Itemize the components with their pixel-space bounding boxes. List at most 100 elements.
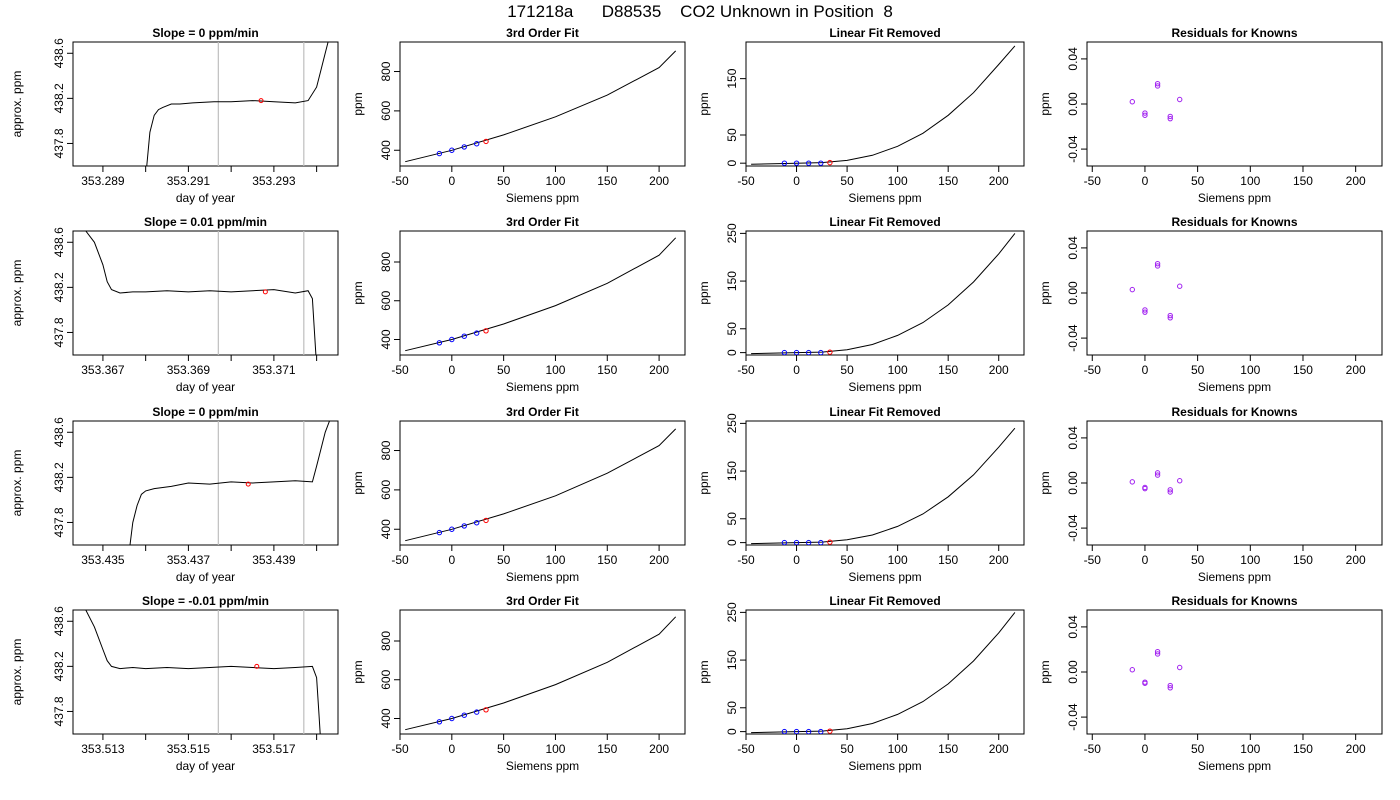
y-tick-label: 0.04	[1066, 236, 1080, 260]
known-point	[461, 333, 467, 339]
chart-panel-residuals-3: Residuals for Knowns -50 0 50 100 150 200 Sieme…	[1038, 594, 1383, 773]
x-tick-label: 150	[597, 174, 617, 188]
chart-title: Linear Fit Removed	[829, 594, 940, 608]
y-tick-label: 0.00	[1066, 471, 1080, 495]
chart-panel-fit-1: 3rd Order Fit -50 0 50 100 150 200 Siemens ppm 4…	[351, 215, 686, 394]
y-axis-label: ppm	[697, 471, 711, 494]
known-point	[818, 160, 824, 166]
x-tick-label: 353.293	[252, 174, 296, 188]
x-tick-label: 353.515	[167, 742, 211, 756]
x-tick-label: 353.439	[252, 553, 296, 567]
chart-title: Slope = 0.01 ppm/min	[144, 215, 267, 229]
x-tick-label: 200	[649, 553, 669, 567]
chart-panel-raw-3: Slope = -0.01 ppm/min 353.513 353.515 353.5…	[10, 594, 339, 773]
x-axis-label: Siemens ppm	[506, 759, 579, 773]
chart-title: 3rd Order Fit	[506, 594, 579, 608]
known-point	[436, 529, 443, 536]
series-line	[146, 42, 329, 166]
x-tick-label: 353.513	[81, 742, 125, 756]
y-tick-label: -0.04	[1066, 514, 1080, 542]
x-tick-label: 50	[840, 363, 854, 377]
known-point	[461, 523, 467, 529]
chart-title: Slope = 0 ppm/min	[152, 405, 258, 419]
known-point	[818, 349, 824, 355]
residual-point	[1142, 309, 1148, 315]
residual-point	[1154, 81, 1161, 87]
plot-frame	[745, 41, 1025, 167]
chart-title: 3rd Order Fit	[506, 405, 579, 419]
x-tick-label: -50	[391, 553, 409, 567]
x-tick-label: 50	[1191, 174, 1205, 188]
x-tick-label: 150	[1293, 174, 1313, 188]
x-tick-label: 353.291	[167, 174, 211, 188]
unknown-point	[254, 663, 260, 669]
x-axis-label: day of year	[176, 570, 235, 584]
x-tick-label: 353.289	[81, 174, 125, 188]
known-point	[449, 715, 455, 722]
x-tick-label: 200	[1346, 742, 1366, 756]
x-tick-label: -50	[737, 553, 755, 567]
residual-point	[1177, 478, 1183, 484]
residual-point	[1177, 283, 1183, 289]
plot-data	[751, 233, 1016, 355]
x-tick-label: 200	[1346, 174, 1366, 188]
chart-title: Linear Fit Removed	[829, 405, 940, 419]
y-tick-label: 250	[725, 602, 739, 622]
residual-point	[1154, 472, 1161, 478]
x-tick-label: 200	[649, 174, 669, 188]
y-axis-label: ppm	[1038, 660, 1052, 683]
x-tick-label: 200	[989, 174, 1009, 188]
x-tick-label: -50	[391, 363, 409, 377]
known-point	[473, 520, 480, 526]
x-tick-label: -50	[1084, 742, 1102, 756]
known-point	[781, 539, 788, 545]
unknown-point	[258, 98, 264, 104]
y-tick-label: 0.00	[1066, 92, 1080, 116]
y-tick-label: 150	[725, 461, 739, 481]
x-tick-label: 100	[545, 742, 565, 756]
chart-panel-fit-2: 3rd Order Fit -50 0 50 100 150 200 Siemens ppm 4…	[351, 405, 686, 584]
x-tick-label: 100	[1240, 553, 1260, 567]
page-title: 171218a D88535 CO2 Unknown in Position 8	[507, 2, 893, 21]
chart-title: Linear Fit Removed	[829, 26, 940, 40]
residual-point	[1154, 470, 1161, 476]
x-axis-label: day of year	[176, 380, 235, 394]
x-axis-label: Siemens ppm	[506, 380, 579, 394]
x-tick-label: 50	[497, 742, 511, 756]
x-tick-label: 100	[888, 553, 908, 567]
residual-point	[1167, 312, 1173, 319]
y-tick-label: 800	[379, 631, 393, 651]
y-tick-label: 600	[379, 669, 393, 689]
residual-point	[1154, 651, 1161, 657]
y-axis-label: approx. ppm	[10, 450, 24, 517]
y-axis-label: ppm	[1038, 471, 1052, 494]
x-axis-label: Siemens ppm	[848, 380, 921, 394]
y-tick-label: -0.04	[1066, 135, 1080, 163]
x-tick-label: 150	[597, 363, 617, 377]
y-tick-label: 0.00	[1066, 281, 1080, 305]
x-tick-label: 50	[840, 553, 854, 567]
unknown-point	[827, 728, 833, 734]
x-tick-label: 200	[989, 742, 1009, 756]
known-point	[781, 728, 788, 734]
x-tick-label: -50	[1084, 363, 1102, 377]
residual-point	[1154, 649, 1161, 655]
residual-point	[1167, 682, 1173, 689]
x-axis-label: Siemens ppm	[848, 759, 921, 773]
y-axis-label: ppm	[697, 92, 711, 115]
x-tick-label: 0	[793, 174, 800, 188]
residual-point	[1177, 664, 1183, 671]
y-tick-label: 437.8	[52, 128, 66, 158]
plot-data	[751, 612, 1016, 734]
x-tick-label: 0	[448, 363, 455, 377]
unknown-point	[483, 517, 489, 524]
y-axis-label: ppm	[351, 92, 365, 115]
plot-data	[751, 45, 1016, 166]
residual-point	[1177, 96, 1183, 103]
x-tick-label: 100	[888, 174, 908, 188]
plot-data	[1129, 260, 1183, 321]
known-point	[793, 728, 800, 734]
unknown-point	[827, 539, 833, 545]
residual-point	[1142, 307, 1148, 313]
series-line	[751, 612, 1016, 734]
